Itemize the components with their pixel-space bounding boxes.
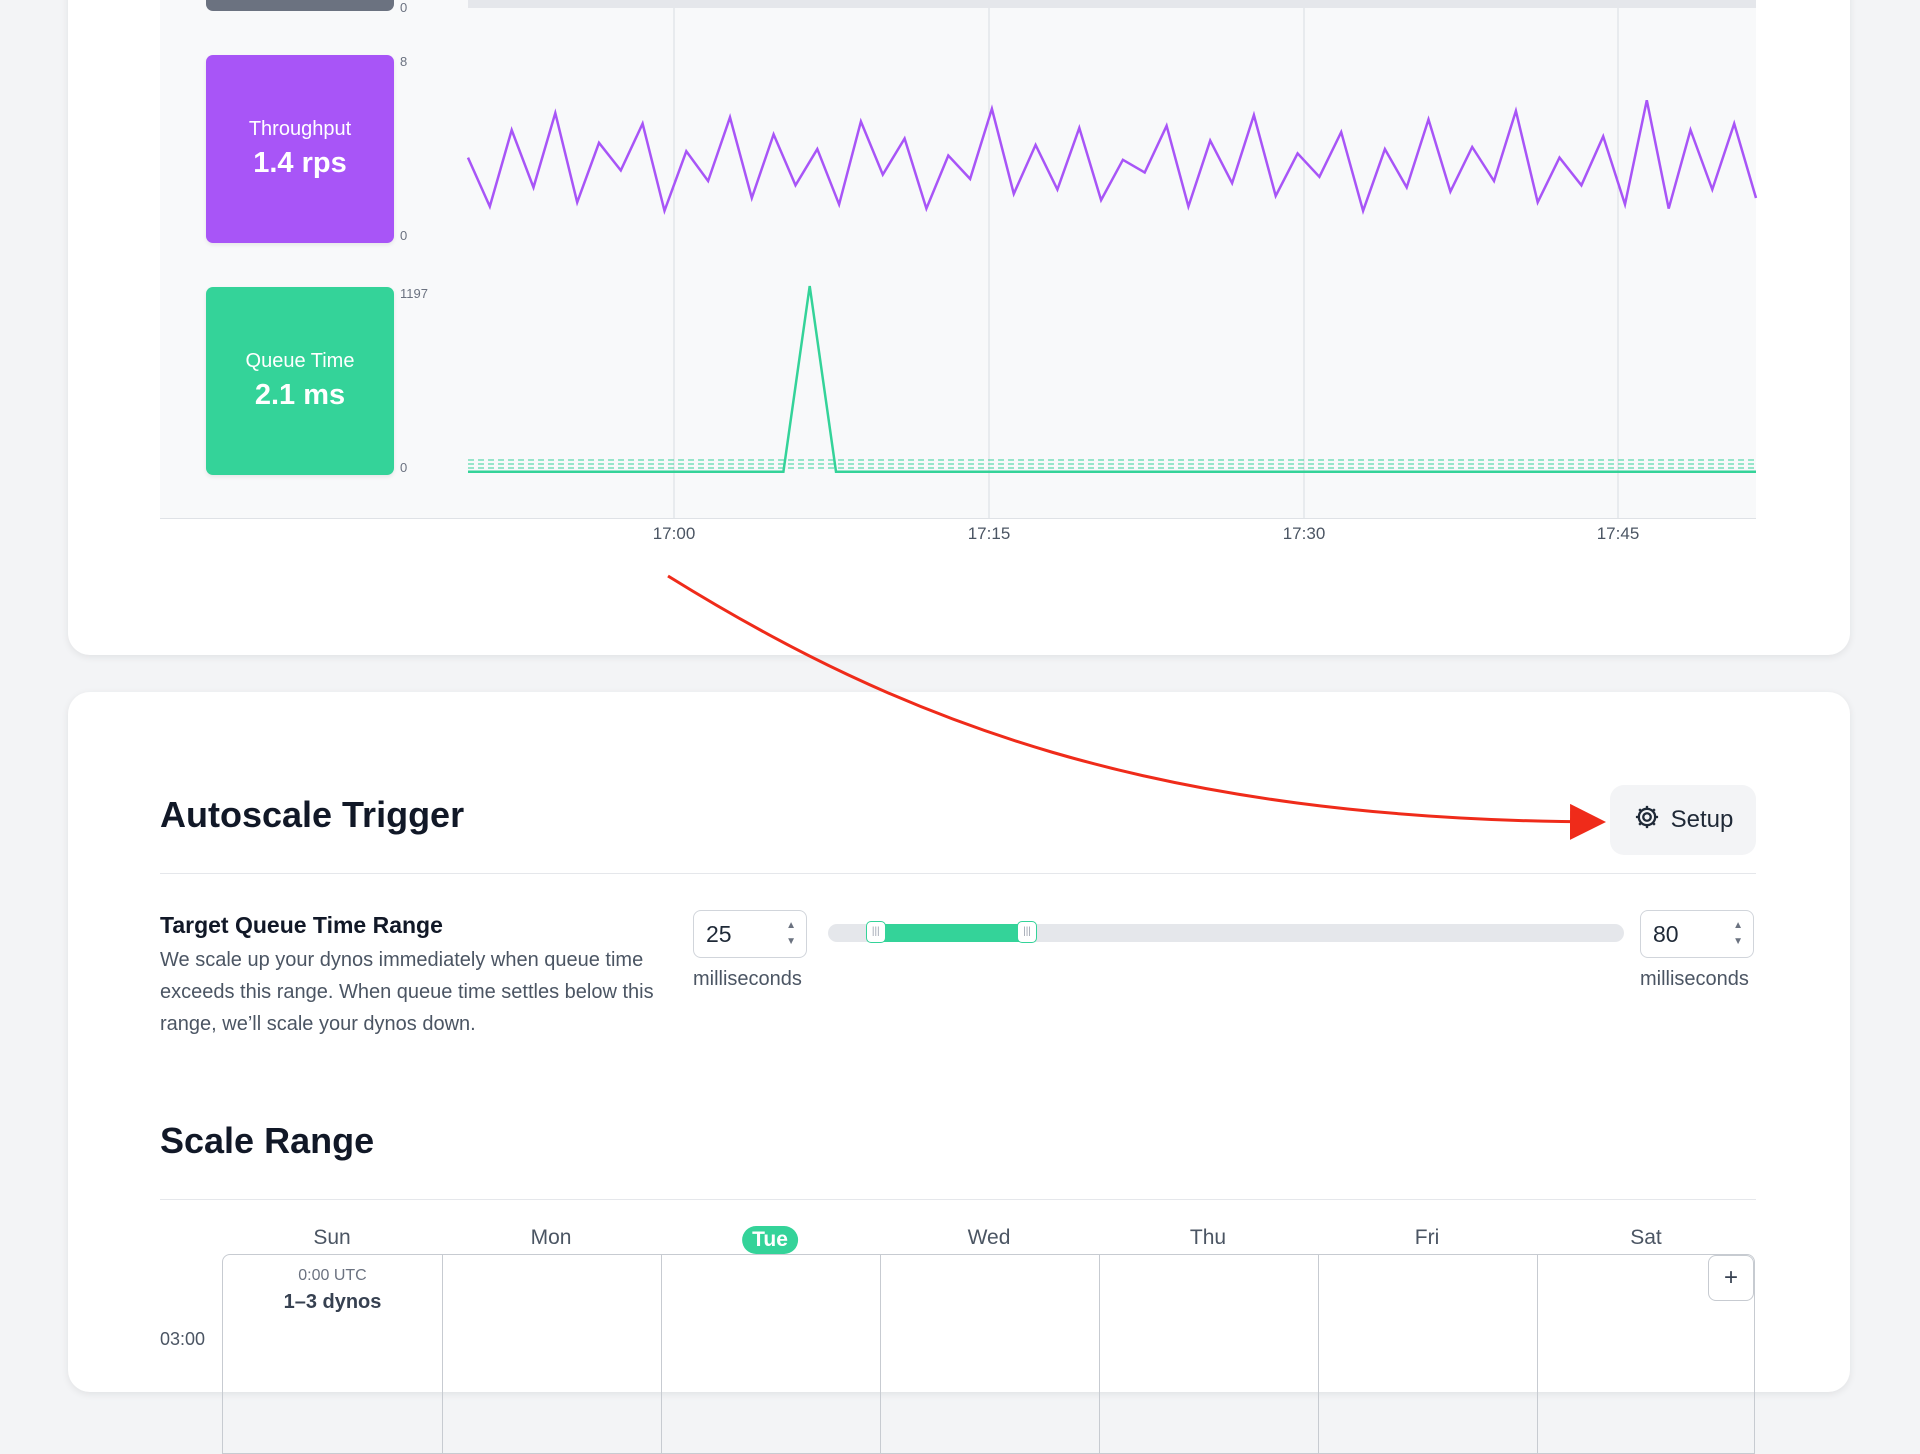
queue-time-label: Queue Time <box>245 350 355 372</box>
throughput-series-line <box>466 100 1758 216</box>
day-header-thu: Thu <box>1189 1226 1227 1249</box>
max-queue-time-value: 80 <box>1653 921 1679 947</box>
calendar-column-divider <box>661 1255 662 1453</box>
add-schedule-button[interactable]: + <box>1708 1255 1754 1301</box>
autoscale-card: Autoscale Trigger Setup Target Queue Tim… <box>68 692 1850 1454</box>
divider <box>160 1199 1756 1200</box>
setup-label: Setup <box>1670 806 1734 833</box>
hour-label: 03:00 <box>160 1329 206 1349</box>
top-chart-baseline <box>468 0 1756 8</box>
throughput-y-max: 8 <box>400 54 408 69</box>
schedule-dynos: 1–3 dynos <box>283 1291 382 1313</box>
chart-area <box>160 0 1756 519</box>
throughput-value: 1.4 rps <box>253 147 347 179</box>
slider-min-handle[interactable]: ||| <box>865 921 886 943</box>
x-tick-label: 17:15 <box>967 524 1011 543</box>
autoscale-title: Autoscale Trigger <box>160 794 465 835</box>
target-queue-description: We scale up your dynos immediately when … <box>160 949 654 1035</box>
slider-fill <box>875 924 1027 942</box>
calendar-column-divider <box>1537 1255 1538 1453</box>
queue-time-value: 2.1 ms <box>254 379 346 411</box>
metric-tile-collapsed[interactable] <box>206 0 394 11</box>
x-tick-label: 17:45 <box>1596 524 1640 543</box>
calendar-column-divider <box>1318 1255 1319 1453</box>
throughput-tile[interactable]: Throughput 1.4 rps <box>206 55 394 243</box>
queue-time-y-min: 0 <box>400 460 408 475</box>
throughput-label: Throughput <box>248 118 352 140</box>
scale-range-title: Scale Range <box>160 1120 375 1161</box>
day-header-sat: Sat <box>1630 1226 1662 1249</box>
setup-button[interactable]: Setup <box>1610 785 1756 855</box>
metrics-chart-svg <box>466 0 1758 518</box>
schedule-time: 0:00 UTC <box>298 1267 367 1284</box>
day-header-mon: Mon <box>530 1226 572 1249</box>
max-queue-time-input[interactable]: 80 ▲ ▼ <box>1640 910 1754 958</box>
divider <box>160 873 1756 874</box>
max-unit-label: milliseconds <box>1640 968 1749 990</box>
target-queue-title: Target Queue Time Range <box>160 912 443 938</box>
calendar-column-divider <box>880 1255 881 1453</box>
day-header-sun: Sun <box>313 1226 351 1249</box>
schedule-calendar: 0:00 UTC 1–3 dynos + <box>222 1254 1755 1454</box>
day-header-wed: Wed <box>967 1226 1011 1249</box>
stepper-icon[interactable]: ▲ ▼ <box>1733 920 1743 947</box>
day-header-tue-today: Tue <box>742 1226 798 1254</box>
queue-time-tile[interactable]: Queue Time 2.1 ms <box>206 287 394 475</box>
stepper-icon[interactable]: ▲ ▼ <box>786 920 796 947</box>
x-tick-label: 17:00 <box>652 524 696 543</box>
queue-time-series-line <box>468 285 1756 473</box>
throughput-y-min: 0 <box>400 228 408 243</box>
min-unit-label: milliseconds <box>693 968 802 990</box>
x-tick-label: 17:30 <box>1282 524 1326 543</box>
gear-icon <box>1633 803 1661 838</box>
calendar-column-divider <box>442 1255 443 1453</box>
top-chart-y-min: 0 <box>400 0 408 15</box>
calendar-column-divider <box>1099 1255 1100 1453</box>
slider-max-handle[interactable]: ||| <box>1017 921 1037 943</box>
queue-range-slider[interactable]: ||| ||| <box>828 921 1624 943</box>
queue-time-y-max: 1197 <box>400 286 428 301</box>
min-queue-time-input[interactable]: 25 ▲ ▼ <box>693 910 807 958</box>
min-queue-time-value: 25 <box>706 921 732 947</box>
metrics-card: Throughput 1.4 rps Queue Time 2.1 ms 0 8… <box>68 0 1850 655</box>
day-header-fri: Fri <box>1414 1226 1440 1249</box>
